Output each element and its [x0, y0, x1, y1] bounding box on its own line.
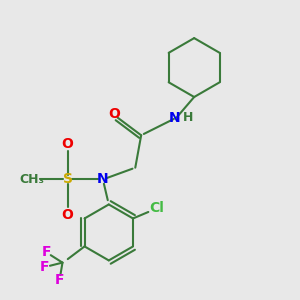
Text: S: S	[63, 172, 73, 186]
Text: O: O	[61, 208, 74, 222]
Text: Cl: Cl	[149, 201, 164, 215]
Text: O: O	[61, 137, 74, 151]
Text: F: F	[55, 273, 64, 287]
Text: N: N	[169, 111, 181, 124]
Text: F: F	[41, 245, 51, 259]
Text: H: H	[182, 111, 193, 124]
Text: F: F	[40, 260, 50, 274]
Text: CH₃: CH₃	[20, 173, 45, 186]
Text: O: O	[108, 107, 120, 121]
Text: N: N	[97, 172, 109, 186]
